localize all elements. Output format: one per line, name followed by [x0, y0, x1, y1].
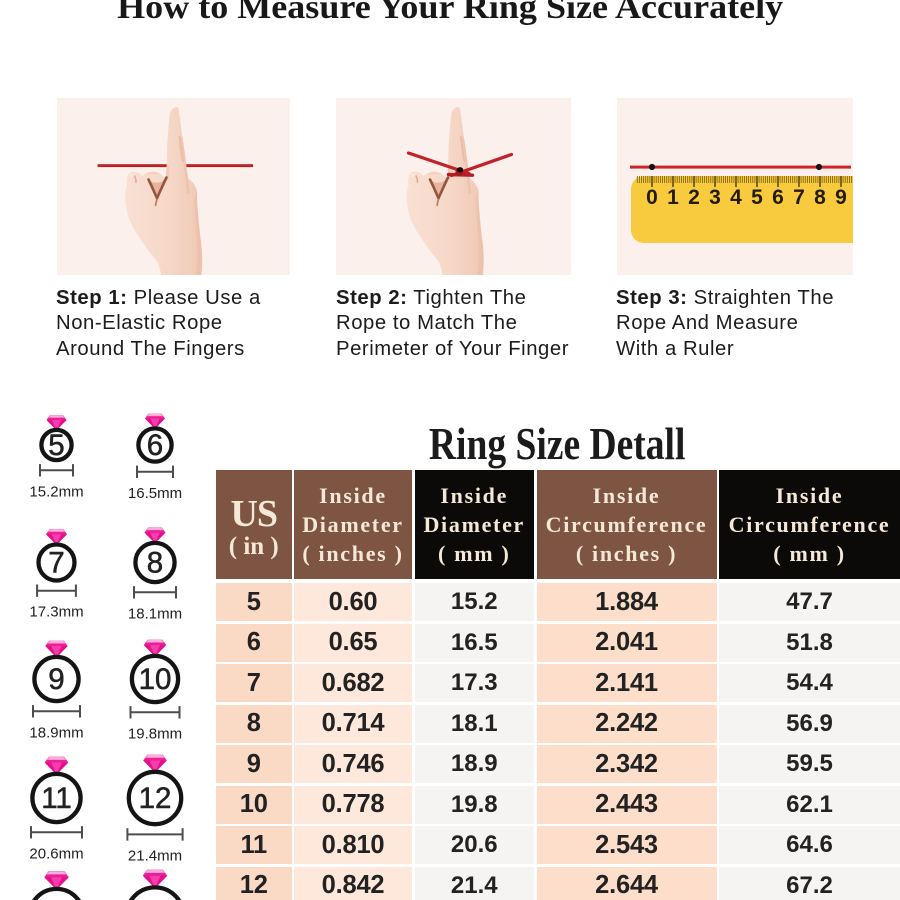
svg-text:4: 4 [730, 186, 742, 209]
svg-text:8: 8 [147, 547, 163, 580]
svg-text:0: 0 [646, 186, 658, 209]
svg-text:17.3mm: 17.3mm [29, 604, 83, 621]
svg-text:5: 5 [48, 429, 64, 462]
svg-text:11: 11 [41, 782, 72, 815]
svg-text:12: 12 [139, 782, 172, 815]
svg-text:3: 3 [709, 186, 721, 209]
svg-text:7: 7 [793, 186, 805, 209]
svg-text:18.9mm: 18.9mm [29, 724, 83, 741]
svg-text:7: 7 [48, 547, 64, 580]
svg-text:6: 6 [772, 186, 784, 209]
svg-text:9: 9 [48, 663, 64, 696]
svg-text:19.8mm: 19.8mm [128, 725, 182, 742]
svg-text:15.2mm: 15.2mm [29, 483, 83, 500]
svg-text:8: 8 [814, 186, 826, 209]
svg-text:21.4mm: 21.4mm [128, 847, 182, 864]
svg-text:5: 5 [751, 186, 763, 209]
svg-text:16.5mm: 16.5mm [128, 485, 182, 502]
svg-text:10: 10 [139, 663, 172, 696]
svg-text:2: 2 [688, 186, 700, 209]
svg-text:1: 1 [667, 186, 679, 209]
svg-text:6: 6 [147, 429, 163, 462]
svg-text:20.6mm: 20.6mm [29, 845, 83, 862]
svg-text:9: 9 [835, 186, 847, 209]
svg-text:18.1mm: 18.1mm [128, 605, 182, 622]
